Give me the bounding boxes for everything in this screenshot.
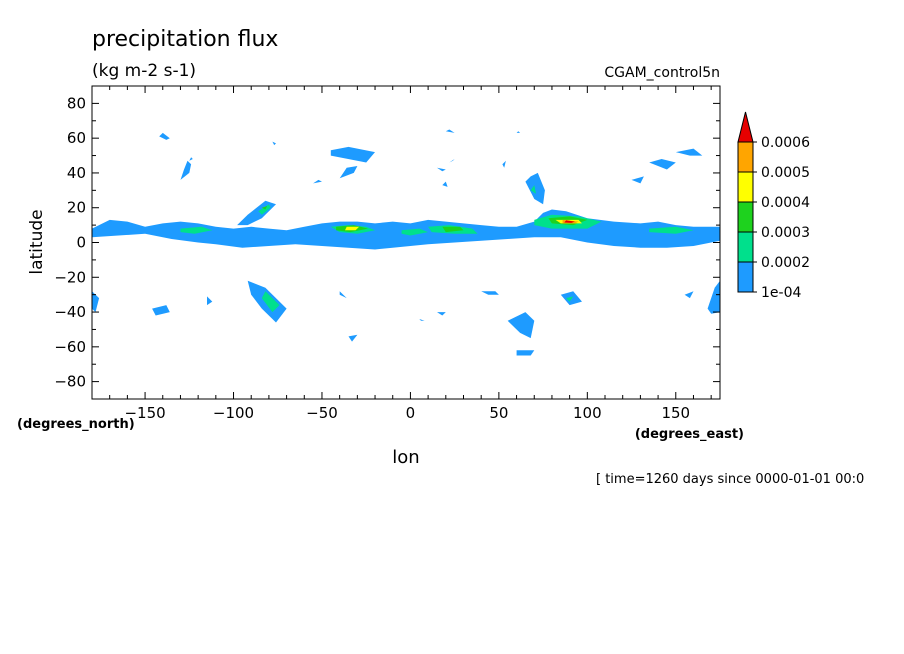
contour-region-49 [442, 181, 448, 187]
contour-region-29 [631, 176, 644, 184]
contour-region-20 [330, 146, 375, 163]
contour-region-18 [159, 132, 170, 140]
colorbar-label: 0.0006 [761, 135, 810, 151]
contour-fill-layer [92, 129, 720, 356]
time-label: [ time=1260 days since 0000-01-01 00:0 [596, 472, 864, 487]
contour-region-6 [401, 228, 429, 236]
y-tick-label: 20 [67, 199, 86, 217]
contour-region-15 [258, 204, 271, 215]
contour-region-41 [419, 319, 425, 321]
x-tick-label: 50 [489, 404, 508, 422]
x-axis-units: (degrees_east) [635, 427, 744, 442]
contour-region-34 [261, 291, 280, 313]
x-tick-label: 0 [406, 404, 416, 422]
y-tick-label: −40 [54, 303, 86, 321]
contour-region-35 [92, 291, 100, 313]
contour-region-38 [339, 291, 347, 299]
contour-region-32 [516, 131, 521, 133]
dataset-label: CGAM_control5n [604, 65, 720, 81]
colorbar-box [737, 261, 754, 293]
contour-region-30 [675, 148, 703, 156]
colorbar: 1e-04 0.0002 0.0003 0.0004 0.0005 0.0006 [737, 111, 810, 301]
contour-region-22 [313, 179, 322, 184]
contour-region-25 [437, 167, 446, 172]
chart-subtitle: (kg m-2 s-1) [92, 61, 196, 81]
contour-region-43 [507, 312, 535, 339]
colorbar-box [737, 171, 754, 203]
y-tick-label: −20 [54, 268, 86, 286]
x-tick-label: −100 [213, 404, 254, 422]
contour-region-48 [707, 280, 720, 314]
contour-region-46 [566, 296, 574, 302]
x-tick-label: 150 [661, 404, 690, 422]
colorbar-label: 0.0004 [761, 195, 810, 211]
y-tick-label: −60 [54, 338, 86, 356]
y-axis: 80 60 40 20 0 −20 −40 −60 −80 [54, 85, 720, 400]
colorbar-box [737, 231, 754, 263]
contour-region-17 [180, 160, 192, 180]
y-tick-label: 80 [67, 94, 86, 112]
contour-region-5 [649, 226, 694, 234]
contour-region-31 [502, 160, 506, 168]
contour-region-39 [348, 334, 358, 342]
chart-title: precipitation flux [92, 27, 278, 52]
y-axis-label: latitude [27, 209, 47, 274]
contour-region-13 [564, 220, 575, 223]
y-tick-label: −80 [54, 373, 86, 391]
contour-region-24 [449, 159, 455, 163]
x-axis: −150 −100 −50 0 50 100 150 [91, 86, 712, 422]
contour-region-27 [530, 185, 536, 194]
x-tick-label: −150 [124, 404, 165, 422]
colorbar-label: 0.0003 [761, 225, 810, 241]
colorbar-label: 1e-04 [761, 285, 801, 301]
x-tick-label: −50 [306, 404, 338, 422]
contour-region-36 [152, 305, 170, 316]
contour-region-44 [516, 350, 535, 356]
contour-region-50 [272, 141, 276, 146]
contour-region-26 [525, 172, 545, 205]
x-axis-label: lon [392, 447, 419, 468]
contour-region-19 [189, 157, 193, 161]
colorbar-label: 0.0002 [761, 255, 810, 271]
y-axis-units: (degrees_north) [17, 417, 135, 432]
x-tick-label: 100 [573, 404, 602, 422]
contour-region-23 [445, 129, 455, 133]
contour-region-8 [442, 226, 464, 233]
contour-region-47 [684, 291, 694, 299]
contour-region-2 [180, 226, 213, 234]
colorbar-box [737, 201, 754, 233]
contour-region-28 [649, 159, 676, 170]
contour-region-42 [481, 291, 499, 295]
y-tick-label: 40 [67, 164, 86, 182]
colorbar-box [737, 141, 754, 173]
y-tick-label: 60 [67, 129, 86, 147]
contour-region-40 [437, 312, 446, 316]
colorbar-top-triangle [737, 111, 754, 143]
contour-region-14 [237, 200, 276, 226]
contour-region-21 [339, 166, 358, 179]
contour-region-10 [345, 226, 360, 231]
contour-region-16 [261, 206, 268, 210]
y-tick-label: 0 [76, 234, 86, 252]
contour-region-37 [207, 296, 213, 306]
colorbar-label: 0.0005 [761, 165, 810, 181]
